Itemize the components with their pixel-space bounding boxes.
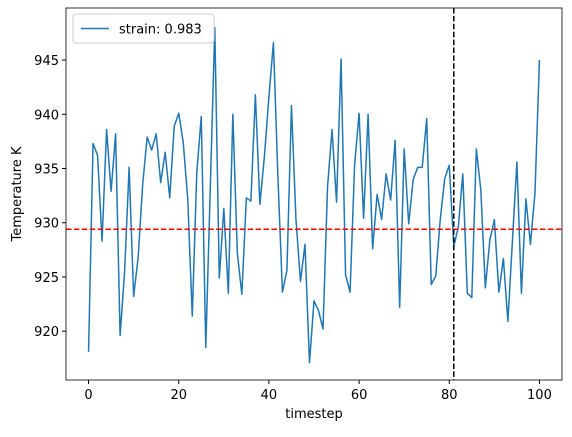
x-tick-label: 20: [170, 388, 187, 403]
x-tick-label: 60: [351, 388, 368, 403]
y-axis-label: Temperature K: [10, 146, 25, 242]
x-tick-label: 40: [261, 388, 278, 403]
x-tick-label: 80: [441, 388, 458, 403]
x-tick-label: 0: [84, 388, 92, 403]
data-line: [87, 26, 541, 364]
plot-frame: [65, 7, 563, 381]
y-tick-label: 920: [34, 325, 59, 340]
y-tick-label: 925: [34, 271, 59, 286]
x-tick-label: 100: [527, 388, 552, 403]
legend-label: strain: 0.983: [119, 23, 202, 38]
x-axis-label: timestep: [285, 407, 343, 422]
y-tick-label: 935: [34, 163, 59, 178]
y-tick-label: 930: [34, 217, 59, 232]
y-tick-label: 940: [34, 108, 59, 123]
legend-box: [72, 13, 215, 44]
y-tick-label: 945: [34, 54, 59, 69]
